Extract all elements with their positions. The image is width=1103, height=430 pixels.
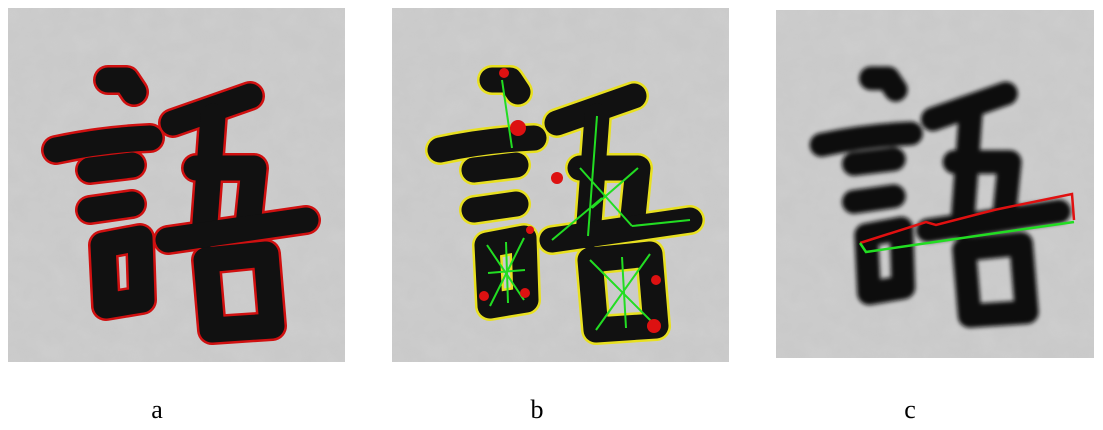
panel-label: a <box>151 395 163 424</box>
panel-label: b <box>531 395 544 424</box>
panel-c <box>776 10 1094 358</box>
panel-a <box>8 8 345 362</box>
panel-b <box>392 8 729 362</box>
figure: a b c <box>0 0 1103 430</box>
panel-label: c <box>904 395 916 424</box>
page: a b c (() => { const data = JSON.parse(d… <box>0 0 1103 430</box>
